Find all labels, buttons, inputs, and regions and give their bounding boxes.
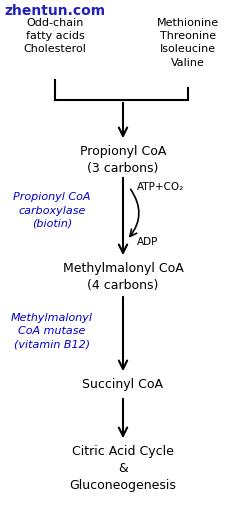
Text: zhentun.com: zhentun.com xyxy=(4,4,105,18)
Text: Methionine
Threonine
Isoleucine
Valine: Methionine Threonine Isoleucine Valine xyxy=(157,18,219,67)
Text: Propionyl CoA
carboxylase
(biotin): Propionyl CoA carboxylase (biotin) xyxy=(13,192,91,229)
Text: Odd-chain
fatty acids
Cholesterol: Odd-chain fatty acids Cholesterol xyxy=(24,18,86,54)
Text: Succinyl CoA: Succinyl CoA xyxy=(82,378,164,391)
Text: Methylmalonyl
CoA mutase
(vitamin B12): Methylmalonyl CoA mutase (vitamin B12) xyxy=(11,313,93,349)
Text: Propionyl CoA
(3 carbons): Propionyl CoA (3 carbons) xyxy=(80,145,166,175)
Text: ADP: ADP xyxy=(137,237,158,247)
Text: Citric Acid Cycle
&
Gluconeogenesis: Citric Acid Cycle & Gluconeogenesis xyxy=(70,445,176,492)
Text: Methylmalonyl CoA
(4 carbons): Methylmalonyl CoA (4 carbons) xyxy=(63,262,183,292)
Text: ATP+CO₂: ATP+CO₂ xyxy=(137,182,184,192)
